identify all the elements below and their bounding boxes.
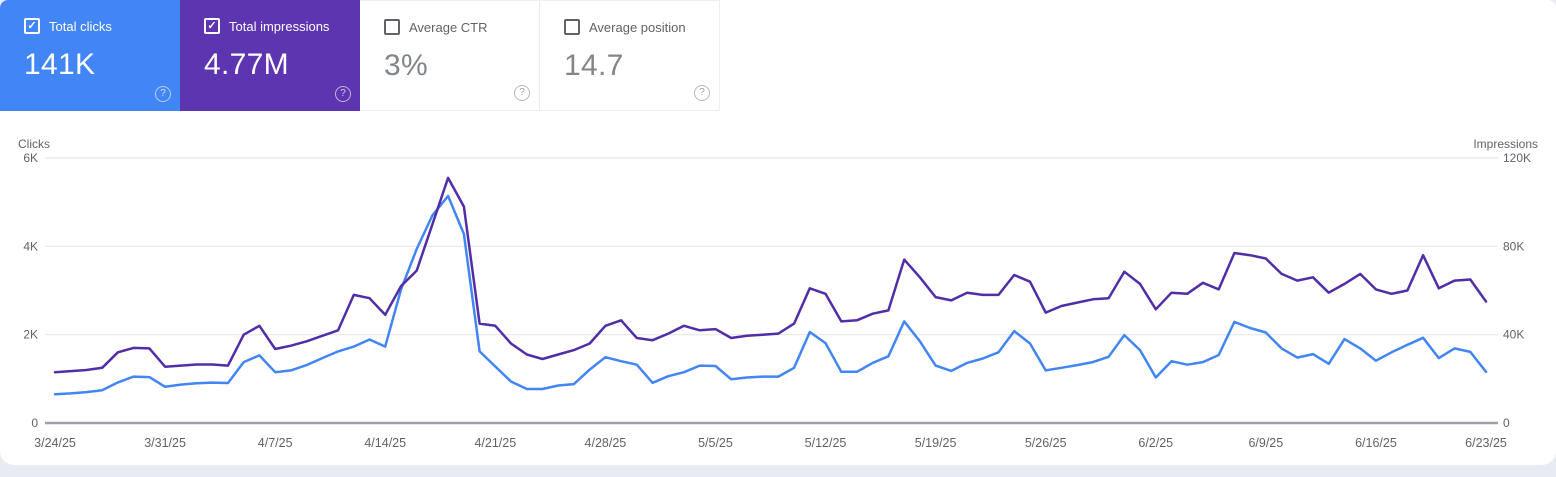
x-axis-tick: 5/26/25 xyxy=(1025,436,1067,450)
x-axis-tick: 6/16/25 xyxy=(1355,436,1397,450)
left-axis-tick: 4K xyxy=(23,239,38,253)
x-axis-tick: 4/28/25 xyxy=(585,436,627,450)
impressions-line xyxy=(53,176,1488,374)
average-ctr-value: 3% xyxy=(384,49,428,82)
total-impressions-checkbox[interactable]: ✓ xyxy=(204,18,220,34)
x-axis-tick: 4/7/25 xyxy=(258,436,293,450)
average-position-value: 14.7 xyxy=(564,49,624,82)
total-clicks-card[interactable]: ✓ Total clicks 141K ? xyxy=(0,0,180,111)
x-axis-tick: 4/21/25 xyxy=(474,436,516,450)
average-ctr-checkbox[interactable] xyxy=(384,19,400,35)
performance-panel: ✓ Total clicks 141K ? ✓ Total impression… xyxy=(0,0,1556,465)
right-axis-tick: 40K xyxy=(1503,328,1524,342)
help-icon[interactable]: ? xyxy=(514,85,530,101)
left-axis-tick: 0 xyxy=(31,416,38,430)
right-axis-tick: 80K xyxy=(1503,239,1524,253)
clicks-line xyxy=(53,194,1488,396)
x-axis-tick: 5/12/25 xyxy=(805,436,847,450)
x-axis-tick: 6/2/25 xyxy=(1138,436,1173,450)
x-axis-tick: 3/31/25 xyxy=(144,436,186,450)
x-axis-tick: 5/19/25 xyxy=(915,436,957,450)
average-position-card[interactable]: Average position 14.7 ? xyxy=(540,0,720,111)
left-axis-tick: 2K xyxy=(23,328,38,342)
x-axis-tick: 6/23/25 xyxy=(1465,436,1507,450)
average-position-label: Average position xyxy=(589,19,686,35)
right-axis-tick: 120K xyxy=(1503,151,1531,165)
metric-cards: ✓ Total clicks 141K ? ✓ Total impression… xyxy=(0,0,720,113)
total-impressions-label: Total impressions xyxy=(229,18,330,34)
average-ctr-card[interactable]: Average CTR 3% ? xyxy=(360,0,540,111)
left-axis-title: Clicks xyxy=(18,137,50,151)
right-axis-tick: 0 xyxy=(1503,416,1510,430)
average-position-checkbox[interactable] xyxy=(564,19,580,35)
right-axis-title: Impressions xyxy=(1473,137,1538,151)
total-impressions-card[interactable]: ✓ Total impressions 4.77M ? xyxy=(180,0,360,111)
x-axis-tick: 4/14/25 xyxy=(364,436,406,450)
x-axis-tick: 6/9/25 xyxy=(1248,436,1283,450)
total-clicks-label: Total clicks xyxy=(49,18,112,34)
x-axis-tick: 5/5/25 xyxy=(698,436,733,450)
average-ctr-label: Average CTR xyxy=(409,19,488,35)
x-axis-tick: 3/24/25 xyxy=(34,436,76,450)
left-axis-tick: 6K xyxy=(23,151,38,165)
total-clicks-value: 141K xyxy=(24,48,96,81)
help-icon[interactable]: ? xyxy=(335,86,351,102)
help-icon[interactable]: ? xyxy=(694,85,710,101)
total-clicks-checkbox[interactable]: ✓ xyxy=(24,18,40,34)
total-impressions-value: 4.77M xyxy=(204,48,289,81)
help-icon[interactable]: ? xyxy=(155,86,171,102)
